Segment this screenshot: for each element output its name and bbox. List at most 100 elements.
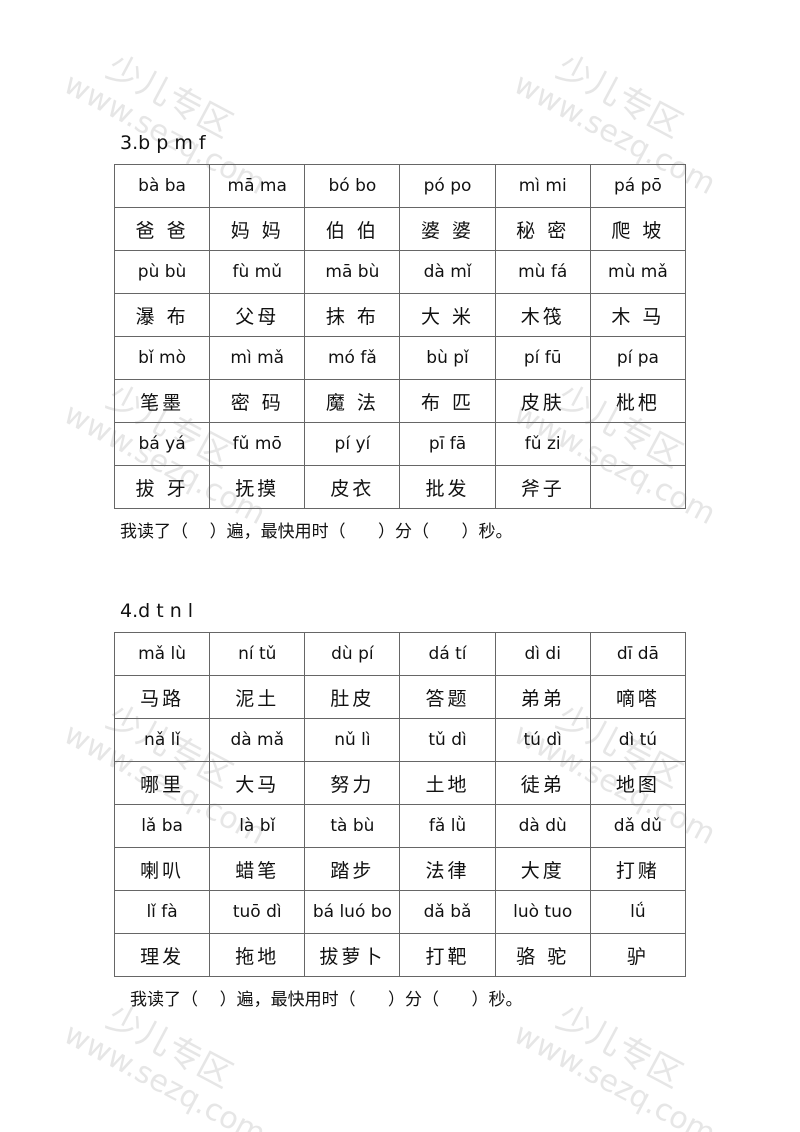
pinyin-row: pù bù fù mǔ mā bù dà mǐ mù fá mù mǎ <box>113 250 687 294</box>
hanzi-cell: 木筏 <box>494 293 591 337</box>
hanzi-cell: 打靶 <box>399 933 496 977</box>
pinyin-cell: dī dā <box>589 632 687 676</box>
hanzi-cell: 魔 法 <box>304 379 401 423</box>
hanzi-row: 爸 爸妈 妈伯 伯婆 婆秘 密爬 坡 <box>113 207 687 251</box>
hanzi-cell: 木 马 <box>589 293 687 337</box>
pinyin-cell: lǘ <box>589 890 687 934</box>
pinyin-row: bá yá fǔ mō pí yí pī fā fǔ zi <box>113 422 687 466</box>
hanzi-cell: 布 匹 <box>399 379 496 423</box>
hanzi-cell: 地图 <box>589 761 687 805</box>
pinyin-cell: dì tú <box>589 718 687 762</box>
pinyin-row: bǐ mò mì mǎ mó fǎ bù pǐ pí fū pí pa <box>113 336 687 380</box>
hanzi-cell: 肚皮 <box>304 675 401 719</box>
pinyin-cell: fǎ lǜ <box>399 804 496 848</box>
pinyin-cell: bó bo <box>304 164 401 208</box>
pinyin-cell: dà mǎ <box>209 718 306 762</box>
pinyin-cell: bù pǐ <box>399 336 496 380</box>
hanzi-cell: 拔 牙 <box>113 465 211 509</box>
hanzi-cell: 秘 密 <box>494 207 591 251</box>
pinyin-cell: bà ba <box>113 164 211 208</box>
pinyin-cell: luò tuo <box>494 890 591 934</box>
pinyin-cell: pī fā <box>399 422 496 466</box>
hanzi-cell: 泥土 <box>209 675 306 719</box>
section-title: 3.b p m f <box>120 132 206 154</box>
pinyin-row: lǎ ba là bǐ tà bù fǎ lǜ dà dù dǎ dǔ <box>113 804 687 848</box>
hanzi-cell: 斧子 <box>494 465 591 509</box>
pinyin-cell: nǎ lǐ <box>113 718 211 762</box>
pinyin-cell <box>589 422 687 466</box>
pinyin-cell: mì mǎ <box>209 336 306 380</box>
pinyin-cell: lǐ fà <box>113 890 211 934</box>
pinyin-cell: mā ma <box>209 164 306 208</box>
pinyin-cell: pí fū <box>494 336 591 380</box>
hanzi-cell: 枇杷 <box>589 379 687 423</box>
pinyin-cell: ní tǔ <box>209 632 306 676</box>
hanzi-cell: 皮肤 <box>494 379 591 423</box>
pinyin-cell: fǔ mō <box>209 422 306 466</box>
hanzi-cell: 大度 <box>494 847 591 891</box>
hanzi-cell: 骆 驼 <box>494 933 591 977</box>
pinyin-cell: tuō dì <box>209 890 306 934</box>
hanzi-row: 哪里 大马 努力 土地 徒弟 地图 <box>113 761 687 805</box>
pinyin-cell: dà mǐ <box>399 250 496 294</box>
hanzi-cell: 大马 <box>209 761 306 805</box>
hanzi-cell: 喇叭 <box>113 847 211 891</box>
pinyin-cell: dǎ bǎ <box>399 890 496 934</box>
hanzi-cell: 大 米 <box>399 293 496 337</box>
hanzi-cell: 理发 <box>113 933 211 977</box>
hanzi-cell: 哪里 <box>113 761 211 805</box>
pinyin-row: mǎ lù ní tǔ dù pí dá tí dì di dī dā <box>113 632 687 676</box>
pinyin-row: lǐ fà tuō dì bá luó bo dǎ bǎ luò tuo lǘ <box>113 890 687 934</box>
pinyin-cell: mì mi <box>494 164 591 208</box>
hanzi-cell: 弟弟 <box>494 675 591 719</box>
hanzi-cell: 笔墨 <box>113 379 211 423</box>
pinyin-cell: dà dù <box>494 804 591 848</box>
pinyin-cell: mù fá <box>494 250 591 294</box>
reading-record: 我读了（ ）遍，最快用时（ ）分（ ）秒。 <box>120 522 513 542</box>
hanzi-cell: 父母 <box>209 293 306 337</box>
pinyin-cell: pù bù <box>113 250 211 294</box>
hanzi-cell: 马路 <box>113 675 211 719</box>
hanzi-cell: 努力 <box>304 761 401 805</box>
pinyin-cell: tú dì <box>494 718 591 762</box>
hanzi-cell: 爬 坡 <box>589 207 687 251</box>
hanzi-cell: 妈 妈 <box>209 207 306 251</box>
pinyin-cell: pá pō <box>589 164 687 208</box>
pinyin-cell: tà bù <box>304 804 401 848</box>
hanzi-cell: 密 码 <box>209 379 306 423</box>
pinyin-cell: dù pí <box>304 632 401 676</box>
pinyin-cell: là bǐ <box>209 804 306 848</box>
pinyin-table: mǎ lù ní tǔ dù pí dá tí dì di dī dā 马路 泥土 肚皮 答题 弟弟… <box>113 632 687 977</box>
watermark: 少儿专区 www.sezq.com <box>507 997 722 1132</box>
pinyin-cell: fù mǔ <box>209 250 306 294</box>
pinyin-cell: dǎ dǔ <box>589 804 687 848</box>
pinyin-cell: pí pa <box>589 336 687 380</box>
pinyin-cell: fǔ zi <box>494 422 591 466</box>
hanzi-cell <box>589 465 687 509</box>
hanzi-cell: 土地 <box>399 761 496 805</box>
pinyin-cell: dá tí <box>399 632 496 676</box>
pinyin-table: bà ba mā ma bó bo pó po mì mi pá pō 爸 爸妈 妈伯 伯婆… <box>113 164 687 509</box>
pinyin-cell: bá yá <box>113 422 211 466</box>
pinyin-row: nǎ lǐ dà mǎ nǔ lì tǔ dì tú dì dì tú <box>113 718 687 762</box>
hanzi-cell: 蜡笔 <box>209 847 306 891</box>
pinyin-cell: bǐ mò <box>113 336 211 380</box>
pinyin-row: bà ba mā ma bó bo pó po mì mi pá pō <box>113 164 687 208</box>
hanzi-cell: 瀑 布 <box>113 293 211 337</box>
hanzi-cell: 伯 伯 <box>304 207 401 251</box>
watermark: 少儿专区 www.sezq.com <box>57 997 272 1132</box>
hanzi-cell: 拖地 <box>209 933 306 977</box>
hanzi-row: 笔墨密 码魔 法布 匹皮肤 枇杷 <box>113 379 687 423</box>
reading-record: 我读了（ ）遍，最快用时（ ）分（ ）秒。 <box>130 990 523 1010</box>
pinyin-cell: tǔ dì <box>399 718 496 762</box>
pinyin-cell: mǎ lù <box>113 632 211 676</box>
hanzi-cell: 答题 <box>399 675 496 719</box>
hanzi-cell: 抹 布 <box>304 293 401 337</box>
hanzi-cell: 批发 <box>399 465 496 509</box>
hanzi-cell: 爸 爸 <box>113 207 211 251</box>
hanzi-cell: 驴 <box>589 933 687 977</box>
hanzi-cell: 皮衣 <box>304 465 401 509</box>
hanzi-row: 瀑 布父母抹 布大 米木筏木 马 <box>113 293 687 337</box>
hanzi-cell: 徒弟 <box>494 761 591 805</box>
